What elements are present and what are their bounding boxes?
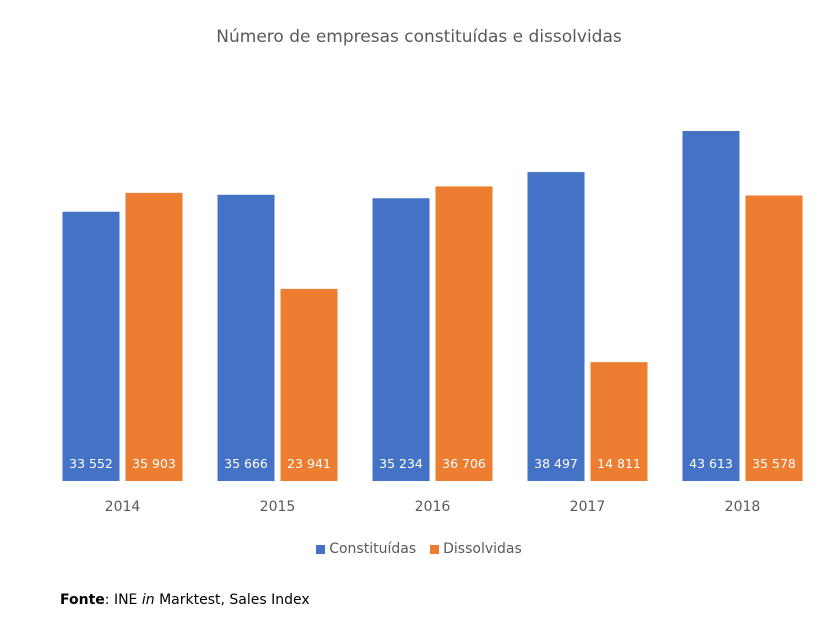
x-tick-label-2016: 2016	[415, 499, 451, 515]
chart-legend: Constituídas Dissolvidas	[0, 541, 838, 557]
source-text-italic: in	[141, 592, 155, 608]
source-label: Fonte	[60, 592, 105, 608]
x-tick-label-2017: 2017	[570, 499, 606, 515]
bar-dissolvidas-2018	[745, 195, 803, 481]
bar-constituidas-2015	[217, 194, 275, 482]
x-tick-label-2018: 2018	[725, 499, 761, 515]
bar-constituidas-2017	[527, 172, 585, 481]
legend-swatch-constituidas	[316, 544, 326, 554]
x-tick-label-2014: 2014	[105, 499, 141, 515]
bar-dissolvidas-2017	[590, 362, 648, 481]
bar-constituidas-2014	[62, 211, 120, 481]
data-label-constituidas-2018: 43 613	[689, 456, 733, 471]
bar-dissolvidas-2016	[435, 186, 493, 482]
bar-dissolvidas-2015	[280, 288, 338, 481]
chart-title: Número de empresas constituídas e dissol…	[216, 27, 622, 47]
data-label-dissolvidas-2016: 36 706	[442, 456, 486, 471]
legend-item-constituidas: Constituídas	[316, 541, 416, 557]
legend-label-constituidas: Constituídas	[329, 541, 417, 557]
source-text-post: Marktest, Sales Index	[154, 592, 310, 608]
data-label-dissolvidas-2015: 23 941	[287, 456, 331, 471]
data-label-constituidas-2016: 35 234	[379, 456, 423, 471]
data-label-constituidas-2014: 33 552	[69, 456, 113, 471]
legend-swatch-dissolvidas	[430, 544, 440, 554]
legend-label-dissolvidas: Dissolvidas	[443, 541, 522, 557]
data-label-dissolvidas-2014: 35 903	[132, 456, 176, 471]
bar-dissolvidas-2014	[125, 192, 183, 481]
source-note: Fonte: INE in Marktest, Sales Index	[60, 592, 310, 608]
data-label-constituidas-2017: 38 497	[534, 456, 578, 471]
bar-constituidas-2016	[372, 198, 430, 482]
data-label-dissolvidas-2017: 14 811	[597, 456, 641, 471]
data-label-constituidas-2015: 35 666	[224, 456, 268, 471]
legend-item-dissolvidas: Dissolvidas	[430, 541, 522, 557]
source-text-pre: : INE	[104, 592, 142, 608]
x-tick-label-2015: 2015	[260, 499, 296, 515]
bar-constituidas-2018	[682, 131, 740, 481]
data-label-dissolvidas-2018: 35 578	[752, 456, 796, 471]
